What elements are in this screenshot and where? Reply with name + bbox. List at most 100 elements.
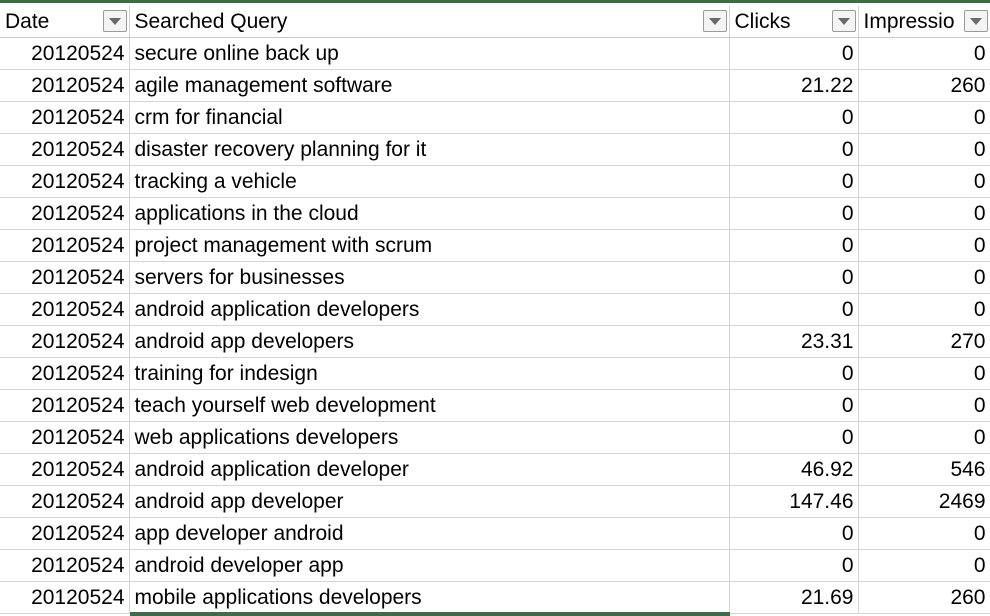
filter-dropdown-icon[interactable] bbox=[702, 10, 727, 32]
query-cell[interactable]: disaster recovery planning for it bbox=[129, 133, 730, 166]
clicks-cell[interactable]: 0 bbox=[729, 293, 859, 326]
table-row: 20120524 android application developer 46.… bbox=[0, 453, 990, 486]
date-cell[interactable]: 20120524 bbox=[0, 357, 130, 390]
column-header-date[interactable]: Date bbox=[0, 6, 130, 38]
query-cell[interactable]: app developer android bbox=[129, 517, 730, 550]
query-cell[interactable]: tracking a vehicle bbox=[129, 165, 730, 198]
header-row: Date Searched Query Clicks Impressio bbox=[0, 6, 990, 38]
clicks-cell[interactable]: 21.22 bbox=[729, 69, 859, 102]
column-header-label: Clicks bbox=[734, 10, 791, 33]
table-row: 20120524 app developer android 0 0 bbox=[0, 517, 990, 550]
query-cell[interactable]: android developer app bbox=[129, 549, 730, 582]
table-row: 20120524 applications in the cloud 0 0 bbox=[0, 197, 990, 230]
clicks-cell[interactable]: 23.31 bbox=[729, 325, 859, 358]
query-cell[interactable]: crm for financial bbox=[129, 101, 730, 134]
query-cell[interactable]: agile management software bbox=[129, 69, 730, 102]
clicks-cell[interactable]: 0 bbox=[729, 37, 859, 70]
filter-dropdown-icon[interactable] bbox=[831, 10, 856, 32]
clicks-cell[interactable]: 0 bbox=[729, 389, 859, 422]
query-cell[interactable]: android application developer bbox=[129, 453, 730, 486]
date-cell[interactable]: 20120524 bbox=[0, 453, 130, 486]
query-cell[interactable]: mobile applications developers bbox=[129, 581, 730, 614]
date-cell[interactable]: 20120524 bbox=[0, 389, 130, 422]
query-cell[interactable]: teach yourself web development bbox=[129, 389, 730, 422]
date-cell[interactable]: 20120524 bbox=[0, 69, 130, 102]
table-row: 20120524 disaster recovery planning for i… bbox=[0, 133, 990, 166]
clicks-cell[interactable]: 0 bbox=[729, 229, 859, 262]
impressions-cell[interactable]: 0 bbox=[858, 261, 990, 294]
query-cell[interactable]: servers for businesses bbox=[129, 261, 730, 294]
date-cell[interactable]: 20120524 bbox=[0, 325, 130, 358]
impressions-cell[interactable]: 2469 bbox=[858, 485, 990, 518]
impressions-cell[interactable]: 0 bbox=[858, 389, 990, 422]
table-row: 20120524 tracking a vehicle 0 0 bbox=[0, 165, 990, 198]
query-cell[interactable]: android app developer bbox=[129, 485, 730, 518]
impressions-cell[interactable]: 0 bbox=[858, 293, 990, 326]
date-cell[interactable]: 20120524 bbox=[0, 581, 130, 614]
column-header-searched-query[interactable]: Searched Query bbox=[129, 6, 730, 38]
impressions-cell[interactable]: 0 bbox=[858, 421, 990, 454]
date-cell[interactable]: 20120524 bbox=[0, 421, 130, 454]
clicks-cell[interactable]: 0 bbox=[729, 261, 859, 294]
impressions-cell[interactable]: 0 bbox=[858, 133, 990, 166]
table-row: 20120524 android developer app 0 0 bbox=[0, 549, 990, 582]
clicks-cell[interactable]: 147.46 bbox=[729, 485, 859, 518]
selection-border bbox=[130, 612, 730, 616]
table-row: 20120524 teach yourself web development 0 0 bbox=[0, 389, 990, 422]
impressions-cell[interactable]: 0 bbox=[858, 229, 990, 262]
table-row: 20120524 project management with scrum 0 0 bbox=[0, 229, 990, 262]
clicks-cell[interactable]: 0 bbox=[729, 517, 859, 550]
clicks-cell[interactable]: 0 bbox=[729, 101, 859, 134]
clicks-cell[interactable]: 21.69 bbox=[729, 581, 859, 614]
table-row: 20120524 secure online back up 0 0 bbox=[0, 37, 990, 70]
column-header-impressions[interactable]: Impressio bbox=[858, 6, 990, 38]
table-row: 20120524 agile management software 21.22 26… bbox=[0, 69, 990, 102]
date-cell[interactable]: 20120524 bbox=[0, 101, 130, 134]
date-cell[interactable]: 20120524 bbox=[0, 517, 130, 550]
date-cell[interactable]: 20120524 bbox=[0, 293, 130, 326]
query-cell[interactable]: web applications developers bbox=[129, 421, 730, 454]
table-row: 20120524 android app developers 23.31 270 bbox=[0, 325, 990, 358]
table-row: 20120524 crm for financial 0 0 bbox=[0, 101, 990, 134]
query-cell[interactable]: project management with scrum bbox=[129, 229, 730, 262]
date-cell[interactable]: 20120524 bbox=[0, 165, 130, 198]
clicks-cell[interactable]: 46.92 bbox=[729, 453, 859, 486]
date-cell[interactable]: 20120524 bbox=[0, 37, 130, 70]
query-cell[interactable]: training for indesign bbox=[129, 357, 730, 390]
column-header-label: Searched Query bbox=[134, 10, 288, 33]
impressions-cell[interactable]: 260 bbox=[858, 581, 990, 614]
impressions-cell[interactable]: 0 bbox=[858, 165, 990, 198]
clicks-cell[interactable]: 0 bbox=[729, 133, 859, 166]
impressions-cell[interactable]: 0 bbox=[858, 197, 990, 230]
date-cell[interactable]: 20120524 bbox=[0, 485, 130, 518]
impressions-cell[interactable]: 260 bbox=[858, 69, 990, 102]
clicks-cell[interactable]: 0 bbox=[729, 357, 859, 390]
filter-dropdown-icon[interactable] bbox=[102, 10, 127, 32]
query-cell[interactable]: applications in the cloud bbox=[129, 197, 730, 230]
clicks-cell[interactable]: 0 bbox=[729, 165, 859, 198]
impressions-cell[interactable]: 546 bbox=[858, 453, 990, 486]
impressions-cell[interactable]: 0 bbox=[858, 357, 990, 390]
impressions-cell[interactable]: 270 bbox=[858, 325, 990, 358]
date-cell[interactable]: 20120524 bbox=[0, 197, 130, 230]
column-header-clicks[interactable]: Clicks bbox=[729, 6, 859, 38]
date-cell[interactable]: 20120524 bbox=[0, 261, 130, 294]
date-cell[interactable]: 20120524 bbox=[0, 229, 130, 262]
filter-dropdown-icon[interactable] bbox=[963, 10, 988, 32]
impressions-cell[interactable]: 0 bbox=[858, 517, 990, 550]
table-row: 20120524 servers for businesses 0 0 bbox=[0, 261, 990, 294]
query-cell[interactable]: android app developers bbox=[129, 325, 730, 358]
impressions-cell[interactable]: 0 bbox=[858, 549, 990, 582]
query-cell[interactable]: secure online back up bbox=[129, 37, 730, 70]
impressions-cell[interactable]: 0 bbox=[858, 37, 990, 70]
table-row: 20120524 mobile applications developers 21… bbox=[0, 581, 990, 614]
data-table: Date Searched Query Clicks Impressio 201… bbox=[0, 6, 990, 614]
date-cell[interactable]: 20120524 bbox=[0, 549, 130, 582]
table-top-border bbox=[0, 0, 990, 3]
date-cell[interactable]: 20120524 bbox=[0, 133, 130, 166]
clicks-cell[interactable]: 0 bbox=[729, 421, 859, 454]
impressions-cell[interactable]: 0 bbox=[858, 101, 990, 134]
query-cell[interactable]: android application developers bbox=[129, 293, 730, 326]
clicks-cell[interactable]: 0 bbox=[729, 197, 859, 230]
clicks-cell[interactable]: 0 bbox=[729, 549, 859, 582]
